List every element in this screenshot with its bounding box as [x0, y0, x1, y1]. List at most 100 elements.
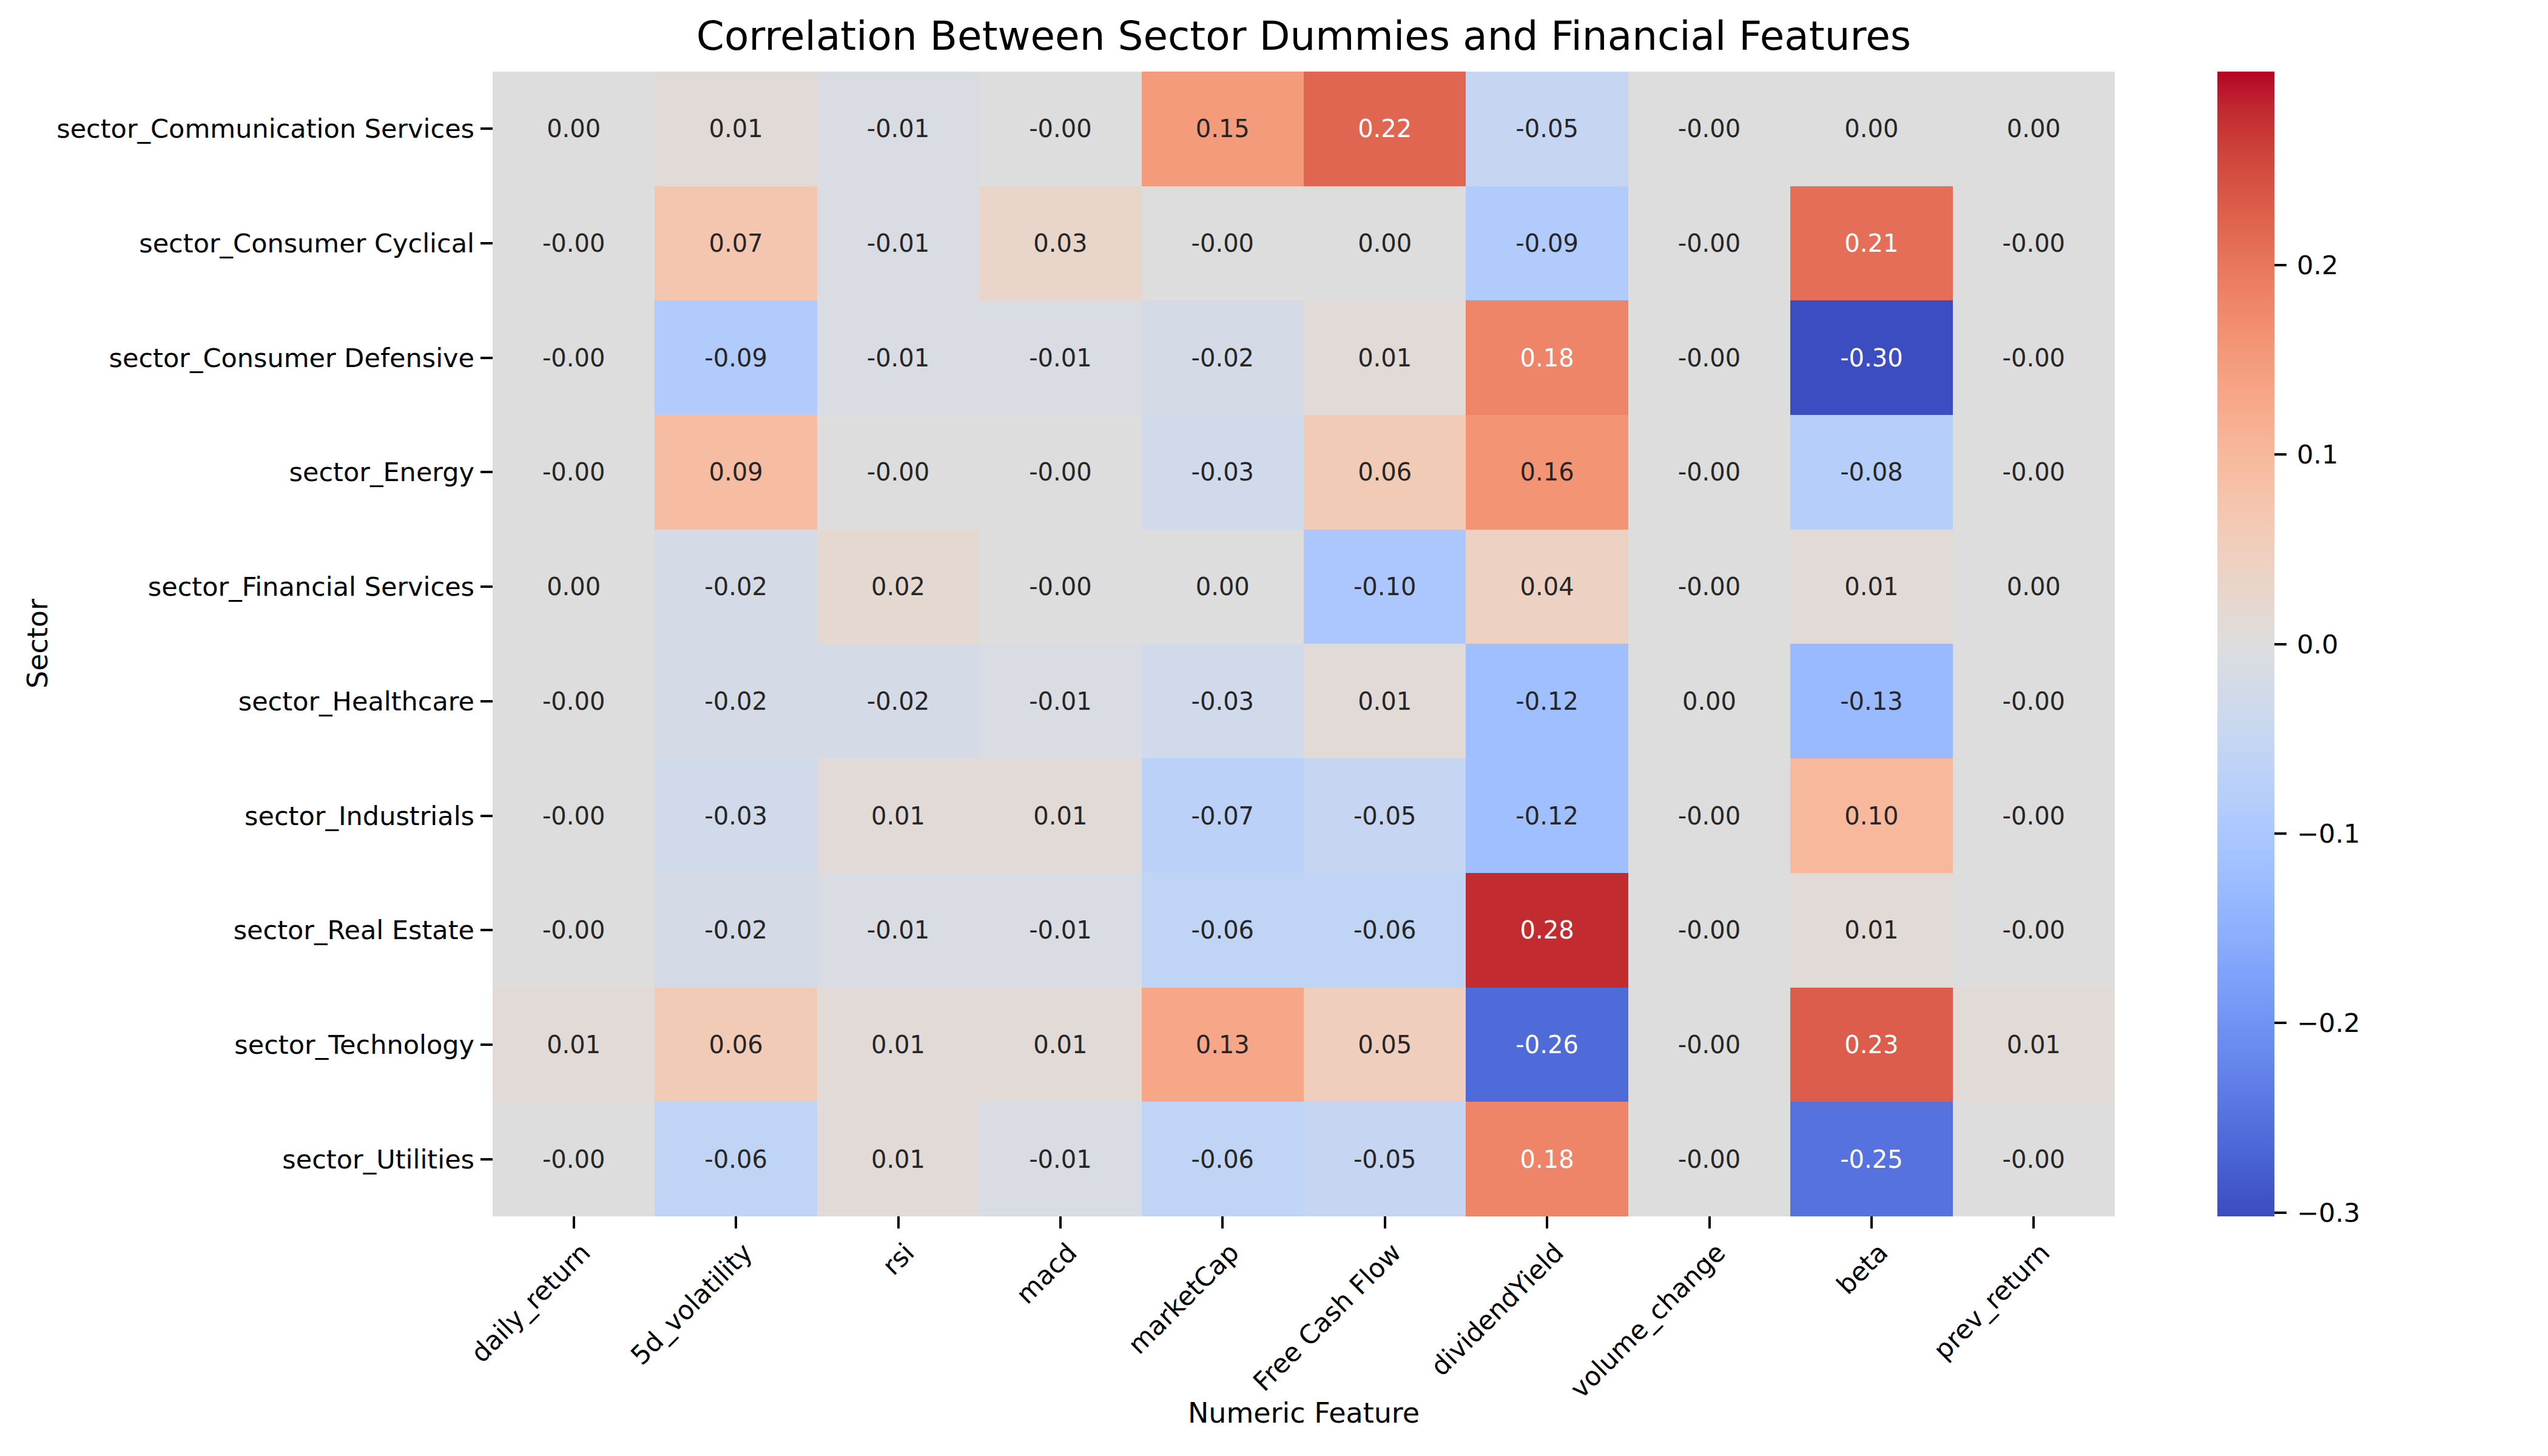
- colorbar-tick-label: 0.0: [2297, 629, 2338, 660]
- heatmap-cell: -0.00: [1628, 186, 1790, 301]
- heatmap-cell: 0.09: [655, 415, 817, 530]
- x-tick-label: dividendYield: [1426, 1239, 1568, 1381]
- heatmap-cell: -0.00: [1628, 530, 1790, 644]
- heatmap-cell: -0.00: [1628, 1102, 1790, 1216]
- heatmap-cell: 0.01: [1790, 530, 1952, 644]
- heatmap-cell: 0.23: [1790, 988, 1952, 1102]
- x-tick-mark: [1221, 1216, 1224, 1228]
- colorbar-tick-label: 0.2: [2297, 249, 2338, 281]
- heatmap-cell: 0.06: [1304, 415, 1466, 530]
- heatmap-cell: -0.05: [1304, 1102, 1466, 1216]
- y-tick-label: sector_Energy: [0, 456, 474, 488]
- heatmap-cell: 0.01: [817, 1102, 979, 1216]
- heatmap-cell: 0.01: [817, 758, 979, 873]
- heatmap-cell: 0.01: [979, 988, 1141, 1102]
- x-tick-mark: [1708, 1216, 1711, 1228]
- heatmap-cell: -0.02: [655, 530, 817, 644]
- heatmap-cell: -0.00: [493, 873, 655, 988]
- heatmap-cell: 0.00: [1953, 530, 2115, 644]
- x-tick-mark: [897, 1216, 900, 1228]
- x-tick-mark: [1870, 1216, 1873, 1228]
- x-tick-label: macd: [1012, 1239, 1082, 1309]
- x-tick-label: Free Cash Flow: [1249, 1239, 1406, 1396]
- heatmap-cell: -0.03: [655, 758, 817, 873]
- heatmap-cell: -0.00: [1628, 873, 1790, 988]
- x-tick-mark: [735, 1216, 737, 1228]
- x-axis-label: Numeric Feature: [493, 1397, 2115, 1429]
- heatmap-cell: -0.00: [817, 415, 979, 530]
- x-tick-label: volume_change: [1566, 1239, 1730, 1403]
- heatmap-cell: -0.00: [493, 1102, 655, 1216]
- heatmap-cell: 0.28: [1466, 873, 1628, 988]
- heatmap-cell: 0.03: [979, 186, 1141, 301]
- heatmap-cell: 0.15: [1142, 72, 1304, 186]
- heatmap-cell: 0.00: [1142, 530, 1304, 644]
- heatmap-cell: -0.01: [817, 186, 979, 301]
- heatmap-cell: -0.00: [1628, 72, 1790, 186]
- heatmap-grid: 0.000.01-0.01-0.000.150.22-0.05-0.000.00…: [493, 72, 2115, 1216]
- heatmap-cell: -0.10: [1304, 530, 1466, 644]
- heatmap-cell: 0.05: [1304, 988, 1466, 1102]
- heatmap-cell: -0.01: [979, 644, 1141, 758]
- heatmap-cell: -0.00: [1628, 758, 1790, 873]
- heatmap-cell: -0.13: [1790, 644, 1952, 758]
- y-tick-mark: [480, 815, 493, 817]
- x-tick-mark: [1059, 1216, 1062, 1228]
- x-tick-label: prev_return: [1929, 1239, 2054, 1364]
- heatmap-cell: 0.13: [1142, 988, 1304, 1102]
- heatmap-cell: 0.21: [1790, 186, 1952, 301]
- heatmap-cell: -0.09: [655, 300, 817, 415]
- y-axis-label: Sector: [21, 599, 54, 689]
- y-tick-mark: [480, 1158, 493, 1161]
- heatmap-cell: -0.30: [1790, 300, 1952, 415]
- colorbar-tick-mark: [2274, 832, 2287, 835]
- colorbar-tick-label: −0.2: [2297, 1007, 2360, 1039]
- y-tick-label: sector_Healthcare: [0, 686, 474, 717]
- heatmap-cell: -0.05: [1304, 758, 1466, 873]
- y-tick-label: sector_Technology: [0, 1029, 474, 1060]
- heatmap-cell: 0.02: [817, 530, 979, 644]
- x-tick-mark: [2032, 1216, 2035, 1228]
- y-tick-label: sector_Financial Services: [0, 571, 474, 602]
- heatmap-cell: 0.00: [493, 530, 655, 644]
- y-tick-mark: [480, 242, 493, 244]
- heatmap-cell: 0.01: [655, 72, 817, 186]
- y-tick-label: sector_Consumer Defensive: [0, 342, 474, 374]
- heatmap-cell: -0.00: [1953, 415, 2115, 530]
- heatmap-cell: -0.02: [655, 644, 817, 758]
- colorbar-gradient: [2217, 72, 2274, 1216]
- heatmap-cell: 0.00: [1790, 72, 1952, 186]
- colorbar-tick-mark: [2274, 1022, 2287, 1024]
- heatmap-cell: -0.03: [1142, 415, 1304, 530]
- heatmap-cell: -0.06: [655, 1102, 817, 1216]
- heatmap-cell: 0.01: [1953, 988, 2115, 1102]
- heatmap-cell: 0.01: [1790, 873, 1952, 988]
- heatmap-cell: -0.08: [1790, 415, 1952, 530]
- heatmap-cell: -0.00: [493, 300, 655, 415]
- y-tick-mark: [480, 585, 493, 588]
- heatmap-cell: -0.00: [493, 644, 655, 758]
- heatmap-cell: -0.00: [1628, 415, 1790, 530]
- heatmap-cell: -0.02: [817, 644, 979, 758]
- colorbar-tick-mark: [2274, 643, 2287, 645]
- heatmap-cell: -0.06: [1142, 1102, 1304, 1216]
- heatmap-cell: -0.05: [1466, 72, 1628, 186]
- heatmap-cell: 0.00: [1953, 72, 2115, 186]
- heatmap-cell: -0.00: [1628, 988, 1790, 1102]
- heatmap-cell: -0.00: [1953, 758, 2115, 873]
- heatmap-cell: -0.01: [979, 1102, 1141, 1216]
- heatmap-cell: -0.02: [1142, 300, 1304, 415]
- heatmap-cell: -0.00: [1953, 1102, 2115, 1216]
- heatmap-cell: -0.09: [1466, 186, 1628, 301]
- heatmap-cell: 0.01: [979, 758, 1141, 873]
- heatmap-cell: 0.01: [493, 988, 655, 1102]
- heatmap-cell: 0.06: [655, 988, 817, 1102]
- x-tick-mark: [573, 1216, 575, 1228]
- heatmap-cell: -0.00: [493, 186, 655, 301]
- y-tick-label: sector_Real Estate: [0, 914, 474, 946]
- heatmap-cell: -0.06: [1142, 873, 1304, 988]
- y-tick-label: sector_Utilities: [0, 1144, 474, 1175]
- heatmap-cell: -0.00: [1953, 873, 2115, 988]
- colorbar-tick-label: −0.3: [2297, 1197, 2360, 1228]
- colorbar-tick-mark: [2274, 264, 2287, 266]
